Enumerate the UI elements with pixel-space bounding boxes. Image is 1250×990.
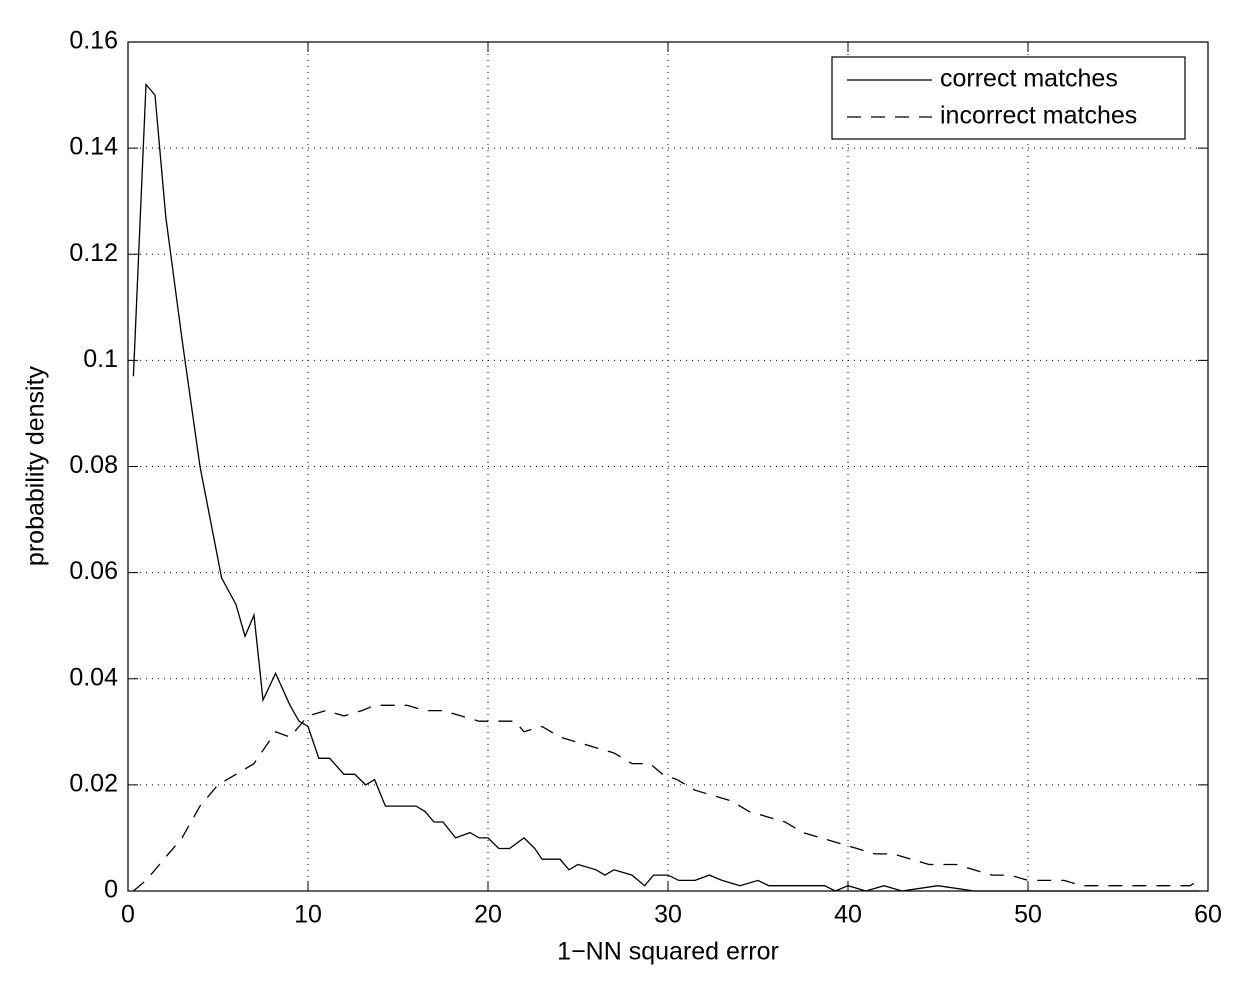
y-tick-label: 0.16 bbox=[69, 27, 118, 55]
y-axis-label: probability density bbox=[22, 365, 50, 566]
x-tick-label: 30 bbox=[654, 901, 682, 929]
series-line bbox=[132, 82, 1199, 892]
x-tick-label: 40 bbox=[834, 901, 862, 929]
legend-label: incorrect matches bbox=[940, 102, 1137, 130]
y-tick-label: 0.14 bbox=[69, 133, 118, 161]
y-tick-label: 0.06 bbox=[69, 557, 118, 585]
series-line bbox=[132, 704, 1200, 892]
y-tick-label: 0.1 bbox=[83, 345, 118, 373]
x-tick-label: 50 bbox=[1014, 901, 1042, 929]
x-axis-label: 1−NN squared error bbox=[557, 938, 779, 966]
y-tick-label: 0.12 bbox=[69, 239, 118, 267]
y-tick-label: 0.02 bbox=[69, 769, 118, 797]
y-tick-label: 0.04 bbox=[69, 663, 118, 691]
x-tick-label: 60 bbox=[1194, 901, 1222, 929]
x-tick-label: 0 bbox=[121, 901, 135, 929]
plot-frame bbox=[127, 41, 1209, 892]
y-tick-label: 0.08 bbox=[69, 451, 118, 479]
y-tick-label: 0 bbox=[104, 876, 118, 904]
legend-box bbox=[831, 56, 1186, 140]
x-tick-label: 10 bbox=[294, 901, 322, 929]
legend-label: correct matches bbox=[940, 65, 1118, 93]
x-tick-label: 20 bbox=[474, 901, 502, 929]
